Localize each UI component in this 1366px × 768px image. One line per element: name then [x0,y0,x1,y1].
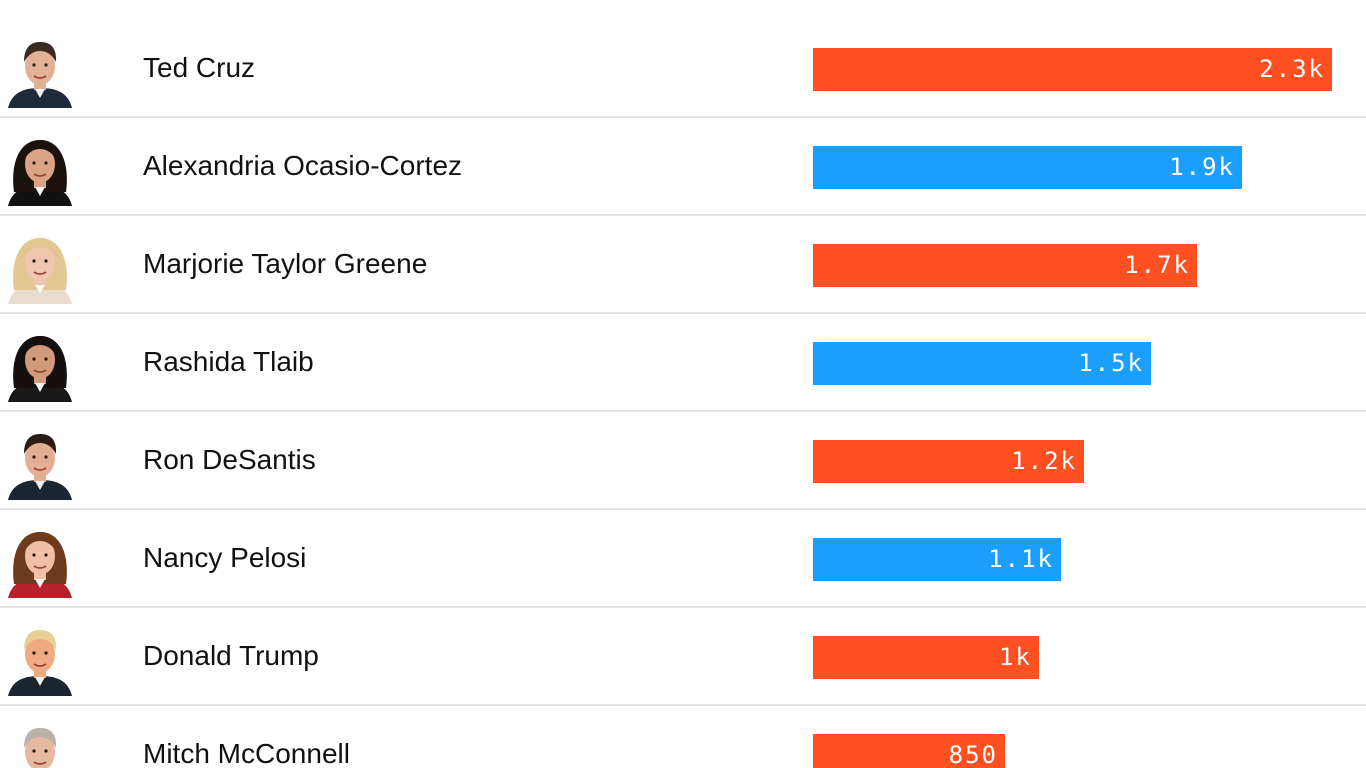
bar: 1k [813,636,1039,679]
alexandria-ocasio-cortez-portrait-icon [4,132,76,206]
data-label: 1k [999,643,1032,671]
bar: 1.7k [813,244,1197,287]
marjorie-taylor-greene-portrait-icon [4,230,76,304]
bar: 2.3k [813,48,1332,91]
chart-row: Rashida Tlaib 1.5k [0,314,1366,412]
data-label: 2.3k [1259,55,1325,83]
nancy-pelosi-portrait-icon [4,524,76,598]
category-label: Ron DeSantis [143,444,316,475]
chart-row: Nancy Pelosi 1.1k [0,510,1366,608]
chart-row: Ron DeSantis 1.2k [0,412,1366,510]
donald-trump-portrait-icon [4,622,76,696]
data-label: 1.5k [1078,349,1144,377]
bar: 850 [813,734,1005,768]
rashida-tlaib-portrait-icon [4,328,76,402]
chart-row: Mitch McConnell 850 [0,706,1366,768]
category-label: Ted Cruz [143,52,256,83]
category-label: Rashida Tlaib [143,346,314,377]
chart-row: Alexandria Ocasio-Cortez 1.9k [0,118,1366,216]
mitch-mcconnell-portrait-icon [4,720,76,768]
category-label: Nancy Pelosi [143,542,307,573]
ron-desantis-portrait-icon [4,426,76,500]
category-label: Alexandria Ocasio-Cortez [143,150,463,181]
chart-row: Donald Trump 1k [0,608,1366,706]
chart-row: Marjorie Taylor Greene 1.7k [0,216,1366,314]
data-label: 1.2k [1011,447,1077,475]
bar: 1.2k [813,440,1084,483]
ted-cruz-portrait-icon [4,34,76,108]
category-label: Donald Trump [143,640,319,671]
bar: 1.1k [813,538,1061,581]
data-label: 1.7k [1124,251,1190,279]
bar: 1.9k [813,146,1242,189]
category-label: Mitch McConnell [143,738,350,768]
bar: 1.5k [813,342,1151,385]
data-label: 1.1k [988,545,1054,573]
chart-row: Ted Cruz 2.3k [0,20,1366,118]
data-label: 1.9k [1169,153,1235,181]
data-label: 850 [948,741,998,768]
category-label: Marjorie Taylor Greene [143,248,428,279]
